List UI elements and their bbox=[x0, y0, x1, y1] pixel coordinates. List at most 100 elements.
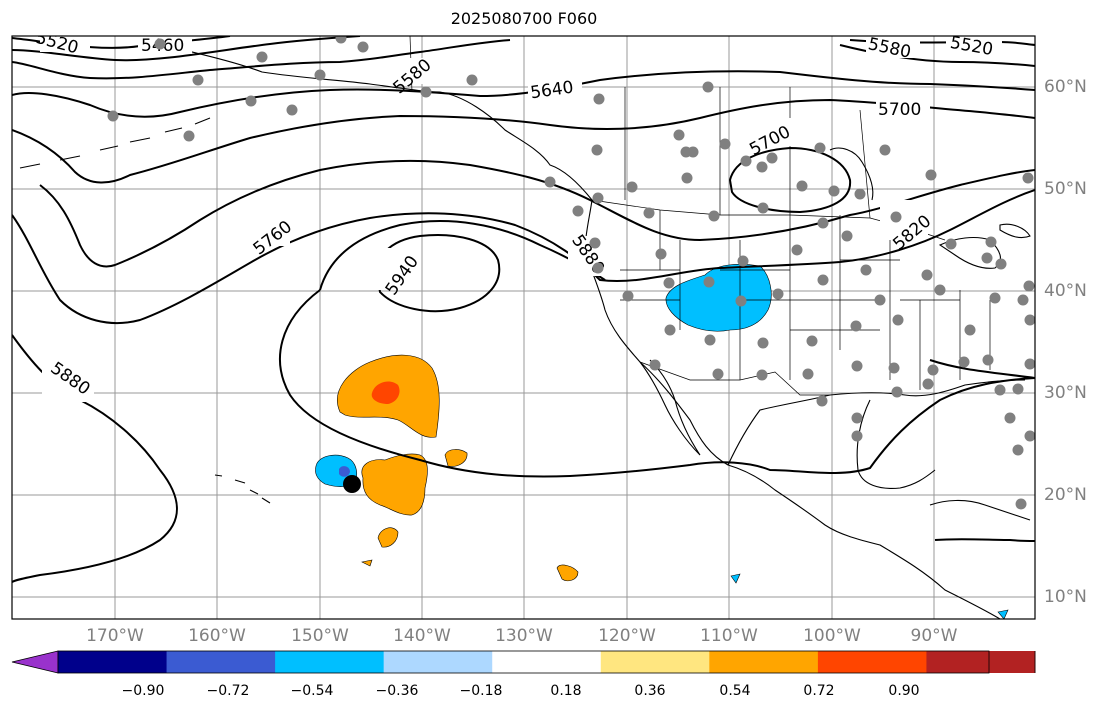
station-marker bbox=[985, 236, 997, 248]
colorbar-segment bbox=[166, 651, 276, 673]
positive-anomaly-region bbox=[377, 527, 399, 548]
contour-5940 bbox=[375, 234, 501, 313]
aleutian-islands bbox=[19, 117, 211, 169]
station-marker bbox=[664, 324, 676, 336]
lon-label: 160°W bbox=[188, 626, 246, 646]
state-borders bbox=[620, 210, 991, 390]
contour-label: 5700 bbox=[878, 100, 921, 120]
station-marker bbox=[925, 169, 937, 181]
station-marker bbox=[981, 252, 993, 264]
station-marker bbox=[245, 95, 257, 107]
station-marker bbox=[851, 412, 863, 424]
colorbar-tick-label: 0.18 bbox=[550, 683, 582, 699]
lat-label: 40°N bbox=[1044, 281, 1087, 301]
station-marker bbox=[357, 41, 369, 53]
station-marker bbox=[420, 86, 432, 98]
negative-anomaly-region bbox=[730, 573, 741, 584]
contour-5820 bbox=[12, 189, 1035, 324]
station-marker bbox=[622, 290, 634, 302]
graticule bbox=[12, 36, 1035, 619]
lat-label: 50°N bbox=[1044, 179, 1087, 199]
station-marker bbox=[703, 276, 715, 288]
colorbar-segment bbox=[817, 651, 927, 673]
station-marker bbox=[681, 172, 693, 184]
station-marker bbox=[766, 152, 778, 164]
station-marker bbox=[655, 248, 667, 260]
lat-label: 10°N bbox=[1044, 587, 1087, 607]
station-marker bbox=[860, 264, 872, 276]
colorbar-tick-label: 0.72 bbox=[803, 683, 835, 699]
station-marker bbox=[994, 384, 1006, 396]
station-marker bbox=[874, 294, 886, 306]
gulf-of-mexico-coast bbox=[727, 379, 1026, 489]
canada-provinces bbox=[624, 87, 871, 219]
coastlines bbox=[19, 43, 1031, 619]
station-marker bbox=[1012, 444, 1024, 456]
station-marker bbox=[737, 255, 749, 267]
station-marker bbox=[854, 188, 866, 200]
colorbar-segment bbox=[58, 651, 168, 673]
station-marker bbox=[1012, 383, 1024, 395]
station-marker bbox=[1024, 314, 1035, 326]
negative-anomaly-region bbox=[997, 609, 1009, 619]
lon-label: 150°W bbox=[291, 626, 349, 646]
contour-label-group: 5460 5520 5580 5640 5700 5760 5820 5880 … bbox=[34, 36, 1002, 402]
station-marker bbox=[335, 36, 347, 44]
colorbar-extend-min bbox=[11, 650, 59, 674]
colorbar-tick-label: 0.90 bbox=[888, 683, 920, 699]
colorbar-segment bbox=[492, 651, 602, 673]
station-marker bbox=[814, 142, 826, 154]
colorbar-outline bbox=[57, 650, 990, 674]
lon-label: 100°W bbox=[803, 626, 861, 646]
station-marker bbox=[817, 274, 829, 286]
positive-anomaly-region bbox=[556, 564, 579, 582]
station-marker bbox=[757, 337, 769, 349]
strong-positive-anomaly-core bbox=[371, 381, 400, 404]
positive-anomaly-region bbox=[444, 449, 468, 467]
station-marker bbox=[891, 386, 903, 398]
anomaly-fills bbox=[315, 264, 1009, 619]
station-marker bbox=[945, 238, 957, 250]
colorbar-segment bbox=[383, 651, 493, 673]
station-marker bbox=[107, 110, 119, 122]
colorbar-segment bbox=[275, 651, 385, 673]
station-marker bbox=[851, 430, 863, 442]
station-marker bbox=[592, 262, 604, 274]
north-america-west-coast bbox=[159, 43, 1001, 619]
station-marker bbox=[922, 378, 934, 390]
station-marker bbox=[1024, 430, 1035, 442]
highlight-point-marker bbox=[343, 475, 361, 493]
station-marker bbox=[466, 74, 478, 86]
station-marker bbox=[1022, 172, 1034, 184]
station-marker bbox=[286, 104, 298, 116]
station-marker bbox=[1023, 280, 1035, 292]
station-marker bbox=[989, 292, 1001, 304]
station-marker bbox=[572, 205, 584, 217]
station-marker bbox=[192, 74, 204, 86]
negative-anomaly-region bbox=[665, 264, 772, 332]
colorbar bbox=[11, 650, 1036, 674]
station-marker bbox=[757, 202, 769, 214]
colorbar-tick-label: 0.54 bbox=[719, 683, 751, 699]
station-marker bbox=[593, 93, 605, 105]
station-marker bbox=[673, 129, 685, 141]
station-marker bbox=[154, 38, 166, 50]
contour-5880-upper bbox=[319, 220, 606, 291]
station-marker bbox=[1024, 358, 1035, 370]
colorbar-tick-label: −0.54 bbox=[290, 683, 334, 699]
station-marker bbox=[927, 364, 939, 376]
station-marker bbox=[708, 210, 720, 222]
station-marker bbox=[1017, 294, 1029, 306]
colorbar-segment bbox=[926, 651, 1036, 673]
station-marker bbox=[589, 237, 601, 249]
station-marker bbox=[816, 395, 828, 407]
station-marker bbox=[841, 230, 853, 242]
station-marker bbox=[544, 176, 556, 188]
station-marker bbox=[591, 144, 603, 156]
station-marker bbox=[704, 334, 716, 346]
cuba bbox=[929, 499, 1031, 521]
lon-label: 170°W bbox=[86, 626, 144, 646]
station-marker bbox=[663, 277, 675, 289]
station-marker bbox=[183, 130, 195, 142]
